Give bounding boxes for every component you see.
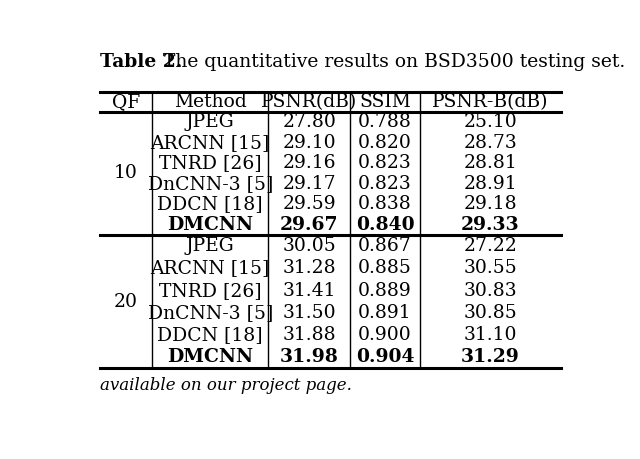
Text: 0.900: 0.900: [358, 326, 412, 344]
Text: 10: 10: [114, 164, 138, 183]
Text: JPEG: JPEG: [186, 113, 235, 131]
Text: 29.59: 29.59: [283, 196, 336, 213]
Text: 0.840: 0.840: [356, 216, 414, 234]
Text: Method: Method: [174, 93, 246, 111]
Text: PSNR(dB): PSNR(dB): [261, 93, 358, 111]
Text: QF: QF: [112, 93, 140, 111]
Text: JPEG: JPEG: [186, 237, 235, 255]
Text: 29.17: 29.17: [283, 175, 336, 193]
Text: TNRD [26]: TNRD [26]: [159, 281, 262, 300]
Text: 30.85: 30.85: [463, 304, 517, 322]
Text: DDCN [18]: DDCN [18]: [157, 326, 263, 344]
Text: 25.10: 25.10: [463, 113, 517, 131]
Text: 0.891: 0.891: [358, 304, 412, 322]
Text: TNRD [26]: TNRD [26]: [159, 154, 262, 172]
Text: SSIM: SSIM: [359, 93, 411, 111]
Text: DnCNN-3 [5]: DnCNN-3 [5]: [147, 175, 273, 193]
Text: 29.18: 29.18: [463, 196, 517, 213]
Text: 31.10: 31.10: [464, 326, 517, 344]
Text: PSNR-B(dB): PSNR-B(dB): [432, 93, 548, 111]
Text: 31.88: 31.88: [283, 326, 336, 344]
Text: 29.10: 29.10: [283, 134, 336, 151]
Text: 0.904: 0.904: [356, 348, 414, 366]
Text: DMCNN: DMCNN: [167, 216, 253, 234]
Text: Table 2.: Table 2.: [100, 53, 182, 71]
Text: The quantitative results on BSD3500 testing set.: The quantitative results on BSD3500 test…: [157, 53, 625, 71]
Text: 28.81: 28.81: [463, 154, 517, 172]
Text: 0.838: 0.838: [358, 196, 412, 213]
Text: 31.50: 31.50: [283, 304, 336, 322]
Text: 29.16: 29.16: [283, 154, 336, 172]
Text: 29.67: 29.67: [280, 216, 339, 234]
Text: 30.55: 30.55: [463, 259, 517, 277]
Text: 20: 20: [114, 292, 138, 311]
Text: DnCNN-3 [5]: DnCNN-3 [5]: [147, 304, 273, 322]
Text: 28.73: 28.73: [463, 134, 517, 151]
Text: 31.29: 31.29: [461, 348, 520, 366]
Text: 30.05: 30.05: [282, 237, 336, 255]
Text: DDCN [18]: DDCN [18]: [157, 196, 263, 213]
Text: 0.885: 0.885: [358, 259, 412, 277]
Text: 27.80: 27.80: [282, 113, 337, 131]
Text: 29.33: 29.33: [461, 216, 520, 234]
Text: 30.83: 30.83: [463, 281, 517, 300]
Text: 28.91: 28.91: [463, 175, 517, 193]
Text: 0.823: 0.823: [358, 175, 412, 193]
Text: 0.823: 0.823: [358, 154, 412, 172]
Text: 0.788: 0.788: [358, 113, 412, 131]
Text: ARCNN [15]: ARCNN [15]: [150, 259, 270, 277]
Text: 31.28: 31.28: [283, 259, 336, 277]
Text: 0.820: 0.820: [358, 134, 412, 151]
Text: 0.867: 0.867: [358, 237, 412, 255]
Text: 31.98: 31.98: [280, 348, 339, 366]
Text: available on our project page.: available on our project page.: [100, 377, 352, 394]
Text: DMCNN: DMCNN: [167, 348, 253, 366]
Text: 27.22: 27.22: [463, 237, 517, 255]
Text: 31.41: 31.41: [283, 281, 336, 300]
Text: ARCNN [15]: ARCNN [15]: [150, 134, 270, 151]
Text: 0.889: 0.889: [358, 281, 412, 300]
